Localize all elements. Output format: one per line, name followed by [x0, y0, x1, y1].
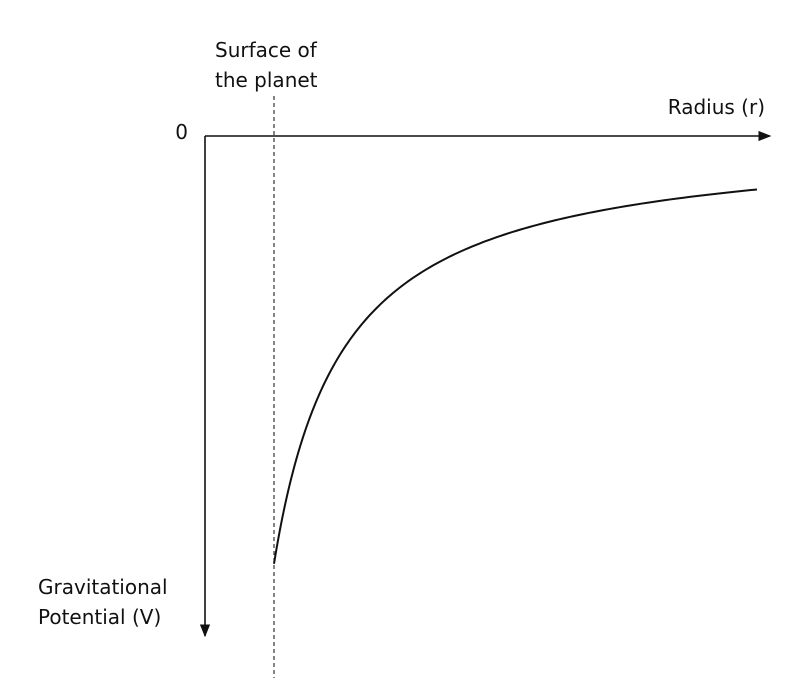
origin-label: 0: [175, 120, 188, 144]
x-axis-label: Radius (r): [668, 95, 765, 119]
surface-label-line-1: Surface of: [215, 38, 318, 62]
y-axis-label-line-2: Potential (V): [38, 605, 161, 629]
surface-label-line-2: the planet: [215, 68, 318, 92]
potential-curve: [273, 188, 758, 564]
y-axis-label-line-1: Gravitational: [38, 575, 168, 599]
